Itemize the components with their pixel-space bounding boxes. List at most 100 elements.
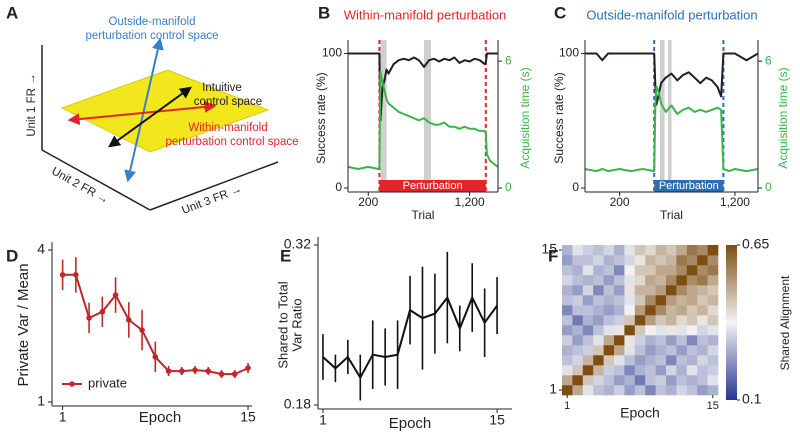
heatmap-cell <box>645 345 656 356</box>
heatmap-cell <box>624 385 636 396</box>
heatmap-cell <box>666 255 677 266</box>
line <box>322 295 498 380</box>
colorbar-tick-label: 0.65 <box>742 236 769 252</box>
heatmap-cell <box>676 315 688 326</box>
heatmap-cell <box>666 295 677 306</box>
line <box>584 85 759 173</box>
heatmap-cell <box>593 255 604 266</box>
heatmap-cell <box>645 295 656 306</box>
heatmap-cell <box>572 385 584 396</box>
y-tick-label: 15 <box>541 241 557 257</box>
heatmap-cell <box>634 335 646 346</box>
marker <box>59 272 66 278</box>
heatmap-cell <box>562 365 573 376</box>
chart-title: Outside-manifold perturbation <box>586 7 757 22</box>
heatmap-cell <box>697 325 708 336</box>
heatmap-cell <box>582 265 594 276</box>
heatmap-cell <box>634 355 646 366</box>
heatmap-cell <box>614 275 625 286</box>
heatmap-cell <box>614 315 625 326</box>
heatmap-cell <box>614 325 625 336</box>
heatmap-cell <box>676 275 688 286</box>
heatmap-cell <box>645 305 656 316</box>
heatmap-cell <box>707 265 719 276</box>
heatmap-cell <box>582 325 594 336</box>
heatmap-cell <box>697 315 708 326</box>
heatmap-cell <box>666 305 677 316</box>
heatmap-cell <box>655 385 667 396</box>
marker <box>179 368 185 374</box>
marker <box>245 365 251 371</box>
heatmap-cell <box>562 245 573 256</box>
panel-label: A <box>6 3 18 22</box>
y-axis-label: Private Var / Mean <box>15 263 32 386</box>
heatmap-cell <box>582 305 594 316</box>
heatmap-cell <box>697 295 708 306</box>
heatmap-cell <box>593 345 604 356</box>
marker <box>73 272 79 278</box>
x-axis-label: Trial <box>412 208 435 222</box>
heatmap-cell <box>593 275 604 286</box>
heatmap-cell <box>707 345 719 356</box>
heatmap-cell <box>645 385 656 396</box>
heatmap-cell <box>666 285 677 296</box>
heatmap-cell <box>572 305 584 316</box>
heatmap-cell <box>686 275 698 286</box>
marker <box>218 371 225 377</box>
heatmap-cell <box>676 265 688 276</box>
heatmap-cell <box>624 325 636 336</box>
heatmap-cell <box>614 355 625 366</box>
heatmap-cell <box>593 325 604 336</box>
line <box>347 70 499 170</box>
heatmap-cell <box>572 285 584 296</box>
panel-label: B <box>318 3 330 22</box>
heatmap-cell <box>686 375 698 386</box>
heatmap-cell <box>562 275 573 286</box>
y-tick-label: 0 <box>335 180 342 194</box>
y-tick-label: 100 <box>559 46 579 60</box>
y-tick-label: 4 <box>37 241 45 257</box>
heatmap-cell <box>707 255 719 266</box>
shaded-range <box>659 40 665 188</box>
heatmap-cell <box>697 305 708 316</box>
heatmap-cell <box>666 375 677 386</box>
heatmap-cell <box>572 255 584 266</box>
heatmap-cell <box>676 305 688 316</box>
heatmap-cell <box>634 275 646 286</box>
marker <box>139 327 145 333</box>
chart-title: Within-manifold perturbation <box>344 7 507 22</box>
heatmap-cell <box>686 385 698 396</box>
heatmap-cell <box>634 265 646 276</box>
heatmap-cell <box>572 365 584 376</box>
heatmap-cell <box>707 275 719 286</box>
marker <box>112 292 119 298</box>
marker <box>152 354 159 360</box>
heatmap-cell <box>655 325 667 336</box>
y-axis-label: Var Ratio <box>289 298 304 351</box>
heatmap-cell <box>655 345 667 356</box>
heatmap-cell <box>614 285 625 296</box>
heatmap-cell <box>624 265 636 276</box>
heatmap-cell <box>582 365 594 376</box>
line <box>348 52 498 122</box>
heatmap-cell <box>624 275 636 286</box>
heatmap-cell <box>624 255 636 266</box>
heatmap-cell <box>624 305 636 316</box>
heatmap-cell <box>614 305 625 316</box>
heatmap-cell <box>603 285 615 296</box>
heatmap-cell <box>603 325 615 336</box>
heatmap-cell <box>593 265 604 276</box>
heatmap-cell <box>666 265 677 276</box>
heatmap-cell <box>686 345 698 356</box>
heatmap-cell <box>603 305 615 316</box>
heatmap-cell <box>686 305 698 316</box>
heatmap-cell <box>645 255 656 266</box>
heatmap-cell <box>562 265 573 276</box>
heatmap-cell <box>582 385 594 396</box>
heatmap-cell <box>624 345 636 356</box>
heatmap-cell <box>624 365 636 376</box>
heatmap-cell <box>582 275 594 286</box>
heatmap-cell <box>697 285 708 296</box>
y-axis-label: Shared to Total <box>275 281 290 368</box>
